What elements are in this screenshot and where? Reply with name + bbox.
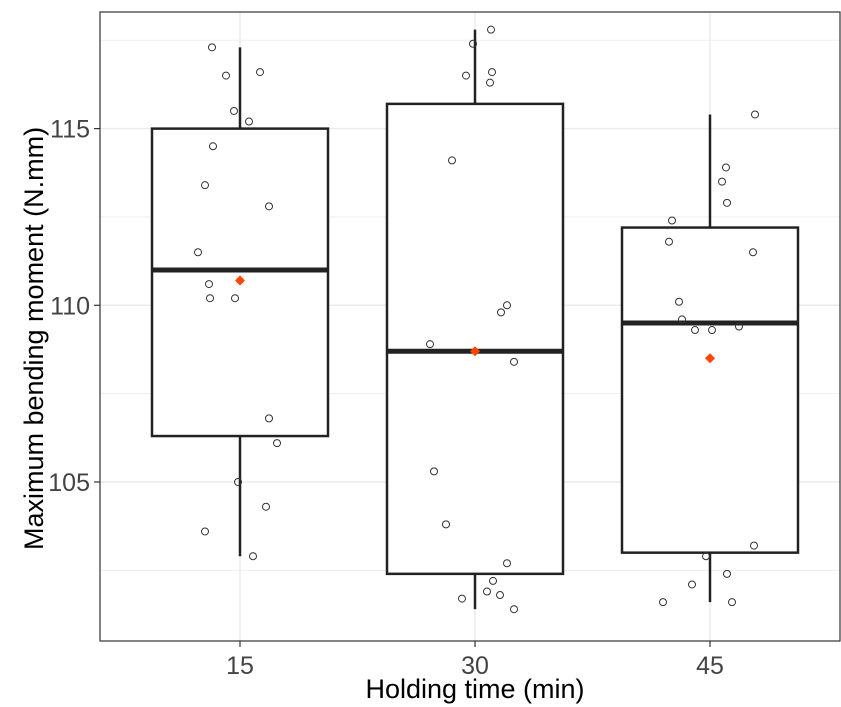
data-point — [487, 25, 495, 34]
data-point — [458, 594, 466, 603]
data-point — [426, 340, 434, 349]
data-point — [205, 280, 213, 289]
x-tick-label: 45 — [696, 652, 724, 680]
data-point — [206, 294, 214, 303]
y-axis-title: Maximum bending moment (N.mm) — [19, 127, 49, 550]
data-point — [273, 439, 281, 448]
data-point — [448, 156, 456, 165]
y-tick-label: 110 — [50, 292, 90, 320]
data-point — [469, 39, 477, 48]
data-point — [201, 181, 209, 190]
data-point — [691, 326, 699, 335]
data-point — [751, 110, 759, 119]
data-point — [265, 414, 273, 423]
data-point — [503, 559, 511, 568]
data-point — [496, 591, 504, 600]
data-point — [262, 502, 270, 511]
data-point — [728, 598, 736, 607]
axis-layer: 105 110 115 15 30 45 — [48, 116, 724, 680]
data-point — [489, 576, 497, 585]
data-point — [750, 541, 758, 550]
data-point — [665, 237, 673, 246]
data-point — [231, 294, 239, 303]
data-point — [230, 106, 238, 115]
data-point — [708, 326, 716, 335]
data-point — [688, 580, 696, 589]
box-group-45 — [620, 114, 800, 603]
data-point — [234, 477, 242, 486]
data-point — [659, 598, 667, 607]
data-point — [222, 71, 230, 80]
data-point — [735, 322, 743, 331]
x-tick-label: 30 — [461, 652, 489, 680]
data-point — [245, 117, 253, 126]
data-point — [249, 552, 257, 561]
data-point — [723, 198, 731, 207]
data-point — [510, 605, 518, 614]
y-tick-label: 105 — [48, 469, 90, 497]
data-point — [723, 569, 731, 578]
data-point — [462, 71, 470, 80]
data-point — [749, 248, 757, 257]
data-point — [209, 142, 217, 151]
data-point — [675, 297, 683, 306]
data-point — [208, 43, 216, 52]
data-point — [442, 520, 450, 529]
data-point — [678, 315, 686, 324]
data-point — [718, 177, 726, 186]
data-point — [265, 202, 273, 211]
box-group-30 — [385, 29, 565, 610]
data-point — [194, 248, 202, 257]
data-point — [486, 78, 494, 87]
point-layer — [194, 25, 759, 614]
data-point — [510, 357, 518, 366]
data-point — [483, 587, 491, 596]
mean-marker — [470, 346, 480, 357]
data-point — [256, 68, 264, 77]
data-point — [722, 163, 730, 172]
mean-layer — [235, 275, 715, 364]
data-point — [488, 68, 496, 77]
box-iqr — [620, 226, 800, 554]
data-point — [668, 216, 676, 225]
data-point — [702, 552, 710, 561]
x-tick-label: 15 — [226, 652, 254, 680]
data-point — [201, 527, 209, 536]
box-group-15 — [150, 47, 330, 557]
data-point — [503, 301, 511, 310]
panel-border — [99, 11, 841, 642]
x-axis-title: Holding time (min) — [365, 674, 584, 704]
box-iqr — [385, 102, 565, 576]
data-point — [497, 308, 505, 317]
data-point — [430, 467, 438, 476]
y-tick-label: 115 — [50, 116, 90, 144]
mean-marker — [235, 275, 245, 286]
mean-marker — [705, 353, 715, 364]
box-layer — [150, 29, 800, 610]
